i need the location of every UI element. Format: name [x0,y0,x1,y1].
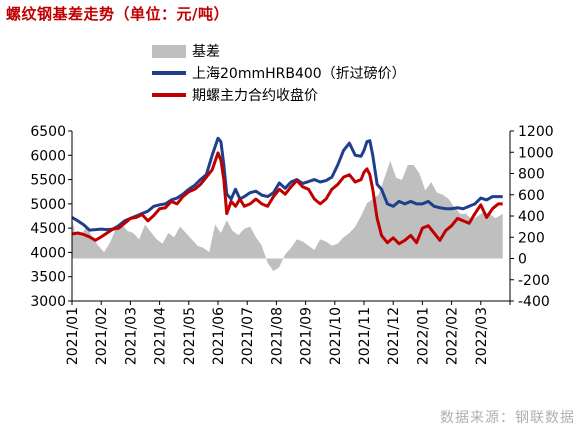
x-tick-label: 2021/07 [240,307,256,365]
x-tick-label: 2021/08 [269,307,285,365]
legend-label-spot: 上海20mmHRB400（折过磅价） [192,66,406,82]
source-note: 数据来源：钢联数据 [440,410,575,426]
x-tick-label: 2021/06 [211,307,227,365]
right-tick-label: -400 [518,294,550,310]
legend-label-futures: 期螺主力合约收盘价 [192,88,318,104]
right-tick-label: 1200 [518,124,554,140]
right-tick-label: 0 [518,252,527,268]
right-tick-label: 400 [518,209,545,225]
x-tick-label: 2021/12 [386,307,402,365]
left-tick-label: 5000 [30,197,66,213]
series-area-basis [72,160,503,272]
left-tick-label: 4500 [30,221,66,237]
right-tick-label: -200 [518,273,550,289]
x-tick-label: 2021/04 [153,307,169,365]
legend-swatch-futures [152,93,186,97]
chart-legend: 基差 上海20mmHRB400（折过磅价） 期螺主力合约收盘价 [152,40,406,106]
right-tick-label: 200 [518,230,545,246]
x-tick-label: 2022/02 [445,307,461,365]
left-tick-label: 4000 [30,245,66,261]
x-tick-label: 2021/03 [123,307,139,365]
legend-item-basis: 基差 [152,40,406,62]
chart-title: 螺纹钢基差走势（单位：元/吨） [6,5,229,23]
left-tick-label: 6500 [30,124,66,140]
x-tick-label: 2022/01 [415,307,431,365]
legend-item-spot: 上海20mmHRB400（折过磅价） [152,62,406,84]
series-line-futures [71,151,503,246]
x-tick-label: 2021/01 [65,307,81,365]
left-tick-label: 3000 [30,294,66,310]
legend-item-futures: 期螺主力合约收盘价 [152,84,406,106]
right-tick-label: 600 [518,188,545,204]
x-tick-label: 2022/03 [474,307,490,365]
right-tick-label: 1000 [518,145,554,161]
right-tick-label: 800 [518,167,545,183]
x-tick-label: 2021/10 [328,307,344,365]
left-tick-label: 6000 [30,148,66,164]
left-tick-label: 3500 [30,270,66,286]
series-line-spot [71,136,503,232]
legend-swatch-basis [152,44,186,58]
x-tick-label: 2021/11 [357,307,373,365]
x-tick-label: 2021/05 [182,307,198,365]
legend-label-basis: 基差 [192,44,220,60]
legend-swatch-spot [152,71,186,75]
left-tick-label: 5500 [30,173,66,189]
x-tick-label: 2021/09 [299,307,315,365]
x-tick-label: 2021/02 [94,307,110,365]
